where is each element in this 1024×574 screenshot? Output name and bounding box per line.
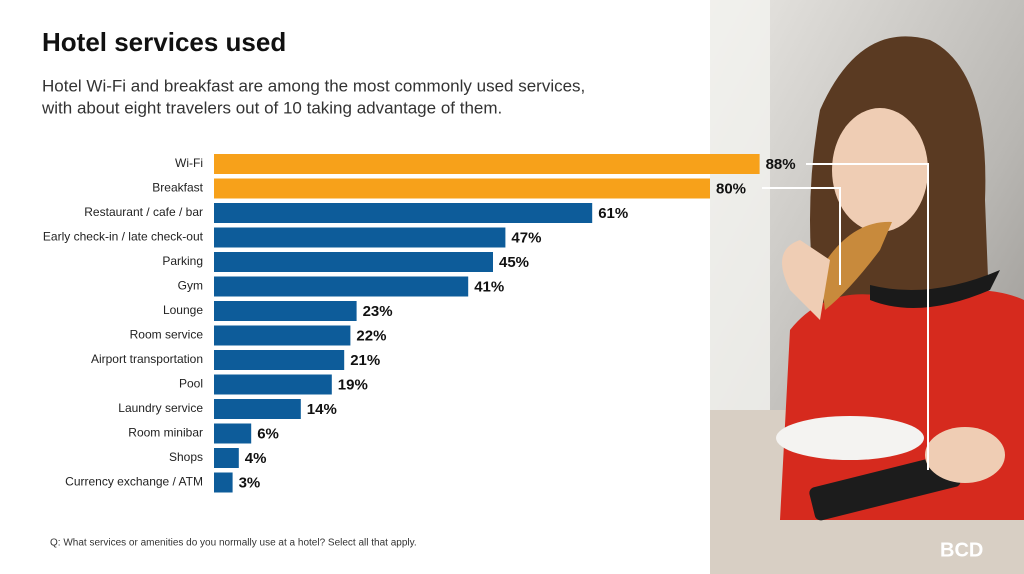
value-label: 47%	[511, 229, 541, 246]
value-label: 88%	[766, 156, 796, 173]
category-label: Wi-Fi	[175, 156, 203, 170]
bar	[214, 301, 357, 321]
value-label: 14%	[307, 401, 337, 418]
subtitle-line: with about eight travelers out of 10 tak…	[41, 98, 502, 117]
value-label: 80%	[716, 180, 746, 197]
category-label: Shops	[169, 450, 203, 464]
bar	[214, 178, 710, 199]
value-label: 23%	[363, 303, 393, 320]
category-label: Restaurant / cafe / bar	[84, 205, 203, 219]
footnote: Q: What services or amenities do you nor…	[50, 538, 417, 549]
category-label: Parking	[162, 254, 203, 268]
bar	[214, 154, 760, 174]
value-label: 41%	[474, 278, 504, 295]
bar	[214, 374, 332, 395]
category-label: Laundry service	[118, 401, 203, 415]
bar	[214, 448, 239, 468]
value-label: 45%	[499, 254, 529, 271]
value-label: 61%	[598, 205, 628, 222]
category-label: Room service	[130, 328, 204, 342]
category-label: Airport transportation	[91, 352, 203, 366]
bar	[214, 325, 351, 346]
bar	[214, 472, 233, 493]
value-label: 21%	[350, 352, 380, 369]
bar	[214, 203, 593, 223]
photo: BCD	[710, 0, 1024, 574]
category-label: Room minibar	[128, 426, 203, 440]
bar	[214, 252, 493, 272]
category-label: Currency exchange / ATM	[65, 475, 203, 489]
value-label: 4%	[245, 450, 267, 467]
subtitle-line: Hotel Wi-Fi and breakfast are among the …	[42, 76, 585, 95]
bar	[214, 227, 506, 248]
value-label: 22%	[356, 327, 386, 344]
category-label: Pool	[179, 377, 203, 391]
category-label: Early check-in / late check-out	[43, 230, 204, 244]
logo-text: BCD	[940, 539, 983, 561]
category-label: Breakfast	[152, 181, 203, 195]
bar	[214, 276, 469, 297]
logo: BCD	[940, 539, 983, 561]
value-label: 6%	[257, 425, 279, 442]
bar	[214, 350, 345, 370]
category-label: Gym	[178, 279, 203, 293]
value-label: 3%	[239, 474, 261, 491]
value-label: 19%	[338, 376, 368, 393]
chart-title: Hotel services used	[42, 27, 286, 57]
bar	[214, 423, 252, 444]
category-label: Lounge	[163, 303, 203, 317]
bar	[214, 399, 301, 419]
